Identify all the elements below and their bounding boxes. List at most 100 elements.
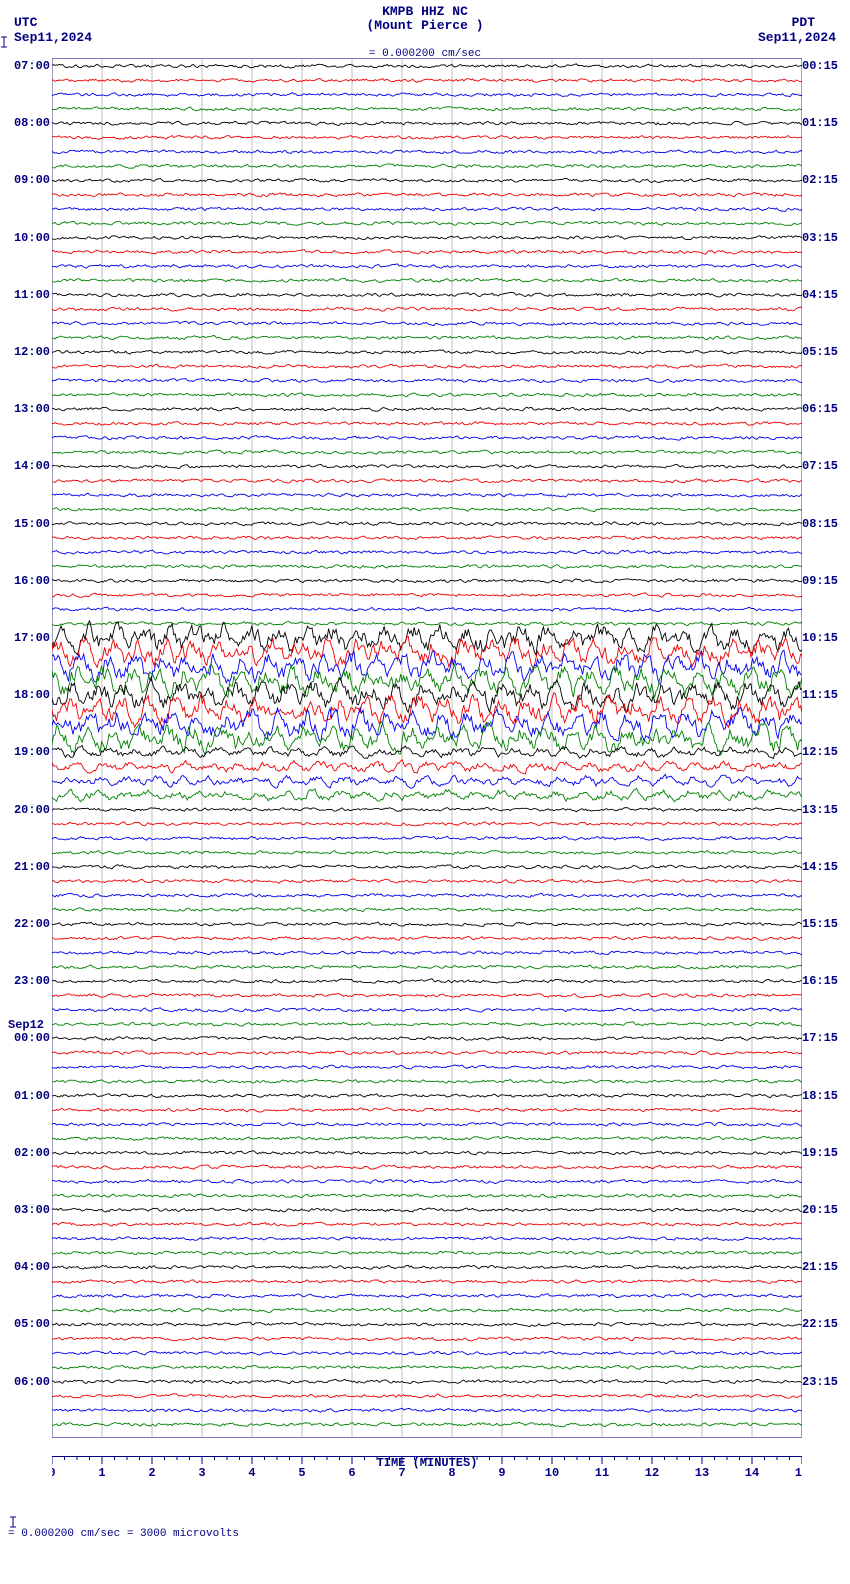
utc-hour-label: 18:00 — [10, 689, 50, 701]
seismic-trace — [52, 1151, 802, 1155]
pdt-hour-label: 00:15 — [802, 60, 842, 72]
utc-hour-axis: 07:0008:0009:0010:0011:0012:0013:0014:00… — [10, 58, 50, 1438]
utc-hour-label: 08:00 — [10, 117, 50, 129]
seismic-trace — [52, 621, 802, 655]
pdt-hour-label: 21:15 — [802, 1261, 842, 1273]
seismic-trace — [52, 378, 802, 382]
utc-hour-label: 14:00 — [10, 460, 50, 472]
pdt-hour-label: 09:15 — [802, 575, 842, 587]
seismic-trace — [52, 1422, 802, 1426]
utc-hour-label: 13:00 — [10, 403, 50, 415]
seismic-trace — [52, 550, 802, 554]
seismic-trace — [52, 107, 802, 111]
seismic-trace — [52, 774, 802, 788]
utc-hour-label: 09:00 — [10, 174, 50, 186]
seismic-trace — [52, 93, 802, 97]
seismic-trace — [52, 745, 802, 758]
seismic-trace — [52, 135, 802, 139]
pdt-hour-label: 05:15 — [802, 346, 842, 358]
utc-hour-label: 23:00 — [10, 975, 50, 987]
seismic-trace — [52, 1308, 802, 1312]
seismic-trace — [52, 965, 802, 969]
seismic-trace — [52, 1179, 802, 1183]
pdt-hour-axis: 00:1501:1502:1503:1504:1505:1506:1507:15… — [802, 58, 842, 1438]
seismic-trace — [52, 722, 802, 755]
x-tick-label: 14 — [745, 1466, 759, 1480]
seismic-trace — [52, 1394, 802, 1398]
utc-hour-label: 03:00 — [10, 1204, 50, 1216]
seismic-trace — [52, 908, 802, 912]
seismic-trace — [52, 622, 802, 626]
seismic-trace — [52, 1337, 802, 1341]
seismic-trace — [52, 1208, 802, 1212]
seismic-trace — [52, 178, 802, 182]
seismic-trace — [52, 536, 802, 540]
seismic-trace — [52, 1237, 802, 1241]
seismic-trace — [52, 236, 802, 240]
seismic-trace — [52, 336, 802, 340]
seismic-trace — [52, 593, 802, 597]
pdt-hour-label: 19:15 — [802, 1147, 842, 1159]
seismic-trace — [52, 464, 802, 468]
x-tick-label: 6 — [348, 1466, 355, 1480]
station-location: (Mount Pierce ) — [0, 18, 850, 33]
x-tick-label: 2 — [148, 1466, 155, 1480]
helicorder-svg — [52, 58, 802, 1438]
seismic-trace — [52, 1251, 802, 1255]
x-tick-label: 13 — [695, 1466, 709, 1480]
seismic-trace — [52, 893, 802, 897]
seismic-trace — [52, 321, 802, 325]
seismic-trace — [52, 221, 802, 225]
seismic-trace — [52, 808, 802, 812]
x-tick-label: 8 — [448, 1466, 455, 1480]
utc-hour-label: 15:00 — [10, 518, 50, 530]
x-tick-label: 9 — [498, 1466, 505, 1480]
seismic-trace — [52, 1222, 802, 1226]
seismic-trace — [52, 264, 802, 268]
seismic-trace — [52, 207, 802, 211]
seismic-trace — [52, 493, 802, 497]
pdt-hour-label: 12:15 — [802, 746, 842, 758]
seismic-trace — [52, 1294, 802, 1298]
pdt-hour-label: 18:15 — [802, 1090, 842, 1102]
seismic-trace — [52, 64, 802, 68]
seismic-trace — [52, 1051, 802, 1055]
seismic-trace — [52, 407, 802, 411]
utc-hour-label: 19:00 — [10, 746, 50, 758]
seismic-trace — [52, 1194, 802, 1198]
x-tick-label: 10 — [545, 1466, 559, 1480]
pdt-hour-label: 17:15 — [802, 1032, 842, 1044]
footer-scale-text: = 0.000200 cm/sec = 3000 microvolts — [8, 1528, 239, 1540]
utc-hour-label: 11:00 — [10, 289, 50, 301]
seismic-trace — [52, 79, 802, 83]
seismic-trace — [52, 422, 802, 426]
utc-hour-label: 21:00 — [10, 861, 50, 873]
seismic-trace — [52, 278, 802, 282]
helicorder-container: 07:0008:0009:0010:0011:0012:0013:0014:00… — [0, 58, 850, 1438]
x-tick-label: 15 — [795, 1466, 802, 1480]
seismic-trace — [52, 1365, 802, 1369]
seismic-trace — [52, 565, 802, 569]
footer-scale-bar-icon — [8, 1516, 18, 1528]
seismic-trace — [52, 1079, 802, 1083]
pdt-hour-label: 23:15 — [802, 1376, 842, 1388]
utc-hour-label: 12:00 — [10, 346, 50, 358]
seismic-trace — [52, 1108, 802, 1112]
seismic-trace — [52, 292, 802, 297]
seismic-trace — [52, 865, 802, 869]
seismic-trace — [52, 1165, 802, 1170]
seismic-trace — [52, 879, 802, 883]
footer-scale: = 0.000200 cm/sec = 3000 microvolts — [0, 1496, 850, 1540]
helicorder-plot — [52, 58, 802, 1438]
x-tick-label: 7 — [398, 1466, 405, 1480]
seismic-trace — [52, 250, 802, 255]
date-rollover-label: Sep12 — [8, 1018, 44, 1032]
seismic-trace — [52, 436, 802, 441]
seismic-trace — [52, 579, 802, 584]
seismic-trace — [52, 922, 802, 926]
seismic-trace — [52, 708, 802, 742]
pdt-hour-label: 02:15 — [802, 174, 842, 186]
utc-hour-label: 22:00 — [10, 918, 50, 930]
utc-hour-label: 17:00 — [10, 632, 50, 644]
seismic-trace — [52, 1279, 802, 1283]
